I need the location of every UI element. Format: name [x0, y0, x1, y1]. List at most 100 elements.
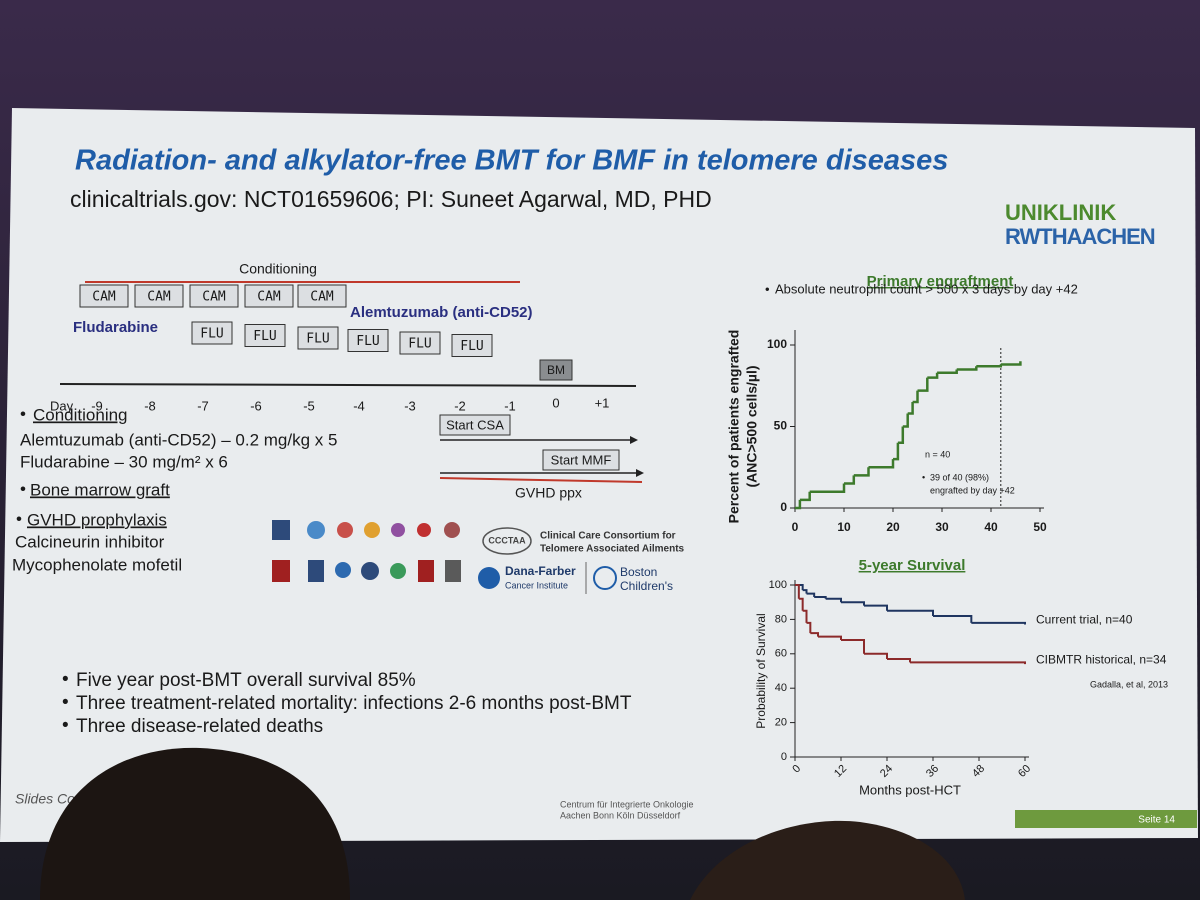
- drug-label: Alemtuzumab (anti-CD52): [350, 304, 533, 321]
- curve-step: [810, 632, 819, 637]
- curve-step: [799, 491, 811, 502]
- gvhd-label: GVHD ppx: [515, 485, 582, 501]
- day-label: -3: [404, 398, 416, 413]
- cam-label: CAM: [202, 290, 226, 305]
- outcomes: • Five year post-BMT overall survival 85%…: [62, 669, 632, 737]
- curve-step: [902, 413, 909, 428]
- curve-step: [933, 614, 973, 623]
- curve-step: [897, 426, 905, 445]
- logo: UNIKLINIK: [1005, 200, 1116, 225]
- subtitle: clinicaltrials.gov: NCT01659606; PI: Sun…: [70, 186, 712, 212]
- bullet: •: [20, 479, 26, 498]
- heading: GVHD prophylaxis: [27, 510, 167, 529]
- y-axis-label: (ANC>500 cells/µl): [744, 365, 760, 487]
- footer-text: Slides Co: [15, 791, 75, 807]
- curve-step: [971, 621, 1026, 625]
- footer-bar: [1015, 810, 1197, 828]
- outcome: Three disease-related deaths: [76, 716, 323, 737]
- logo-text: Telomere Associated Ailments: [540, 544, 685, 555]
- curve-step: [798, 597, 804, 611]
- outcome: Three treatment-related mortality: infec…: [76, 693, 632, 714]
- curve-step: [910, 661, 1026, 665]
- cam-box: [244, 284, 294, 308]
- timeline: [59, 383, 637, 387]
- mmf-box: [542, 449, 620, 471]
- x-tick-label: 0: [792, 520, 799, 534]
- page-number: Seite 14: [1138, 815, 1175, 826]
- annotation: n = 40: [925, 449, 950, 459]
- logo-text: Boston: [620, 565, 657, 579]
- logo-text: Dana-Farber: [505, 564, 576, 578]
- y-tick-label: 20: [775, 717, 787, 729]
- flu-label: FLU: [356, 334, 379, 349]
- legend-label: Current trial, n=40: [1036, 613, 1133, 627]
- curve-step: [868, 459, 895, 469]
- bullet: •: [20, 404, 26, 423]
- curve-step: [864, 604, 888, 611]
- curve-step: [802, 609, 808, 623]
- day-label: -2: [454, 398, 466, 413]
- flu-box: [191, 321, 233, 345]
- outcome: Five year post-BMT overall survival 85%: [76, 670, 416, 691]
- logo-text: CCCTAA: [488, 535, 526, 545]
- y-tick-label: 100: [769, 579, 787, 591]
- curve-step: [795, 584, 800, 599]
- detail: Fludarabine – 30 mg/m² x 6: [20, 452, 228, 471]
- bullet: •: [62, 692, 69, 713]
- x-tick-label: 40: [984, 520, 998, 534]
- day-label: -1: [504, 398, 516, 413]
- y-tick-label: 0: [781, 751, 787, 763]
- day-label: -9: [91, 398, 103, 413]
- flu-label: FLU: [460, 339, 483, 354]
- heading: Bone marrow graft: [30, 480, 170, 499]
- curve-step: [1000, 361, 1022, 366]
- bm-box: [539, 359, 573, 381]
- bullet: •: [62, 669, 69, 690]
- bullet: •: [765, 281, 770, 296]
- csa-box: [439, 414, 511, 436]
- curve-step: [809, 483, 846, 493]
- logo-text: Cancer Institute: [505, 580, 568, 590]
- y-axis-label: Percent of patients engrafted: [726, 330, 742, 524]
- institution-logos: [272, 520, 617, 594]
- heading: Conditioning: [33, 405, 128, 424]
- bullet: •: [922, 472, 925, 482]
- cam-label: CAM: [92, 290, 116, 305]
- curve-step: [887, 657, 911, 663]
- y-tick-label: 100: [767, 337, 787, 351]
- detail: Alemtuzumab (anti-CD52) – 0.2 mg/kg x 5: [20, 430, 337, 449]
- csa-label: Start CSA: [446, 417, 504, 432]
- arrowhead: [630, 436, 638, 444]
- curve-step: [806, 592, 816, 598]
- x-axis-label: Months post-HCT: [859, 782, 961, 797]
- arrowhead: [636, 469, 644, 477]
- curve-step: [806, 621, 812, 634]
- logo-text: Children's: [620, 579, 673, 593]
- flu-box: [347, 329, 389, 352]
- curve-step: [927, 372, 939, 379]
- detail: Calcineurin inhibitor: [15, 532, 165, 551]
- x-tick-label: 30: [935, 520, 949, 534]
- curve-step: [844, 475, 856, 485]
- day-label: -7: [197, 398, 209, 413]
- day-label: Day: [50, 398, 74, 413]
- day-label: -8: [144, 398, 156, 413]
- curve-step: [887, 609, 934, 616]
- y-tick-label: 60: [775, 648, 787, 660]
- day-label: -5: [303, 398, 315, 413]
- curve-step: [907, 402, 914, 415]
- logo-text: Clinical Care Consortium for: [540, 531, 676, 542]
- cam-label: CAM: [310, 290, 334, 305]
- cam-label: CAM: [257, 290, 281, 305]
- flu-label: FLU: [408, 337, 431, 352]
- logo: RWTHAACHEN: [1005, 224, 1155, 249]
- flu-box: [451, 334, 493, 357]
- flu-label: FLU: [253, 329, 276, 344]
- y-axis-label: Probability of Survival: [754, 613, 768, 728]
- y-tick-label: 80: [775, 613, 787, 625]
- title: Radiation- and alkylator-free BMT for BM…: [75, 145, 948, 177]
- curve-step: [864, 652, 888, 659]
- curve-step: [841, 601, 865, 606]
- curve-step: [795, 499, 802, 510]
